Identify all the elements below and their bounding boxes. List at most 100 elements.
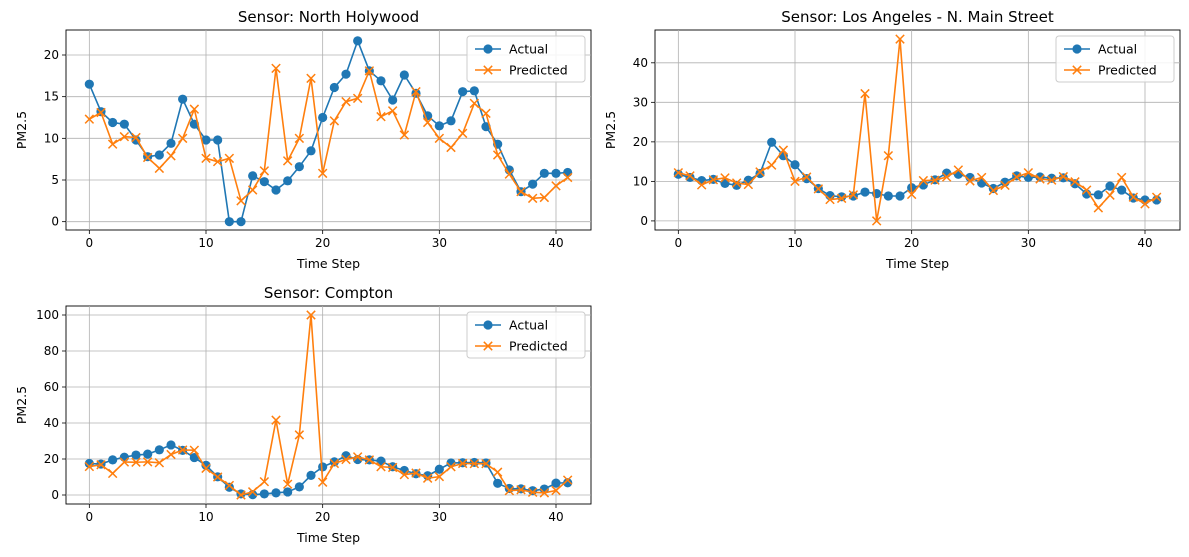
actual-data-point	[1058, 173, 1068, 183]
actual-data-point	[119, 119, 129, 129]
predicted-data-point	[848, 190, 859, 200]
actual-data-point	[189, 452, 199, 463]
actual-data-point	[166, 440, 176, 450]
actual-data-point	[528, 179, 538, 189]
actual-data-point	[271, 185, 281, 195]
predicted-data-point	[131, 457, 141, 467]
predicted-data-point	[1140, 199, 1150, 209]
series-lines	[84, 36, 573, 227]
actual-data-point	[283, 487, 293, 497]
y-tick-label: 60	[44, 380, 59, 394]
plot-area	[65, 305, 592, 505]
predicted-data-point	[329, 458, 340, 469]
predicted-data-point	[224, 153, 235, 164]
predicted-data-point	[282, 156, 293, 166]
predicted-data-point	[422, 473, 433, 483]
predicted-data-point	[539, 192, 550, 203]
actual-data-point	[248, 171, 258, 181]
predicted-data-point	[166, 151, 176, 161]
x-tick-label: 20	[904, 236, 919, 250]
actual-data-point	[388, 95, 398, 105]
predicted-data-point	[341, 96, 351, 107]
chart-north-holywood: 0 10 20 30 40 0 5 10 15 20 Sensor: North Holywood…	[14, 8, 592, 271]
actual-data-point	[539, 168, 549, 178]
predicted-data-point	[1023, 167, 1034, 178]
predicted-data-point	[836, 193, 847, 204]
predicted-data-point	[492, 467, 503, 477]
x-tick-label: 10	[198, 510, 213, 524]
chart-title: Sensor: Compton	[264, 284, 393, 302]
predicted-data-point	[119, 457, 130, 467]
x-axis-label: Time Step	[885, 256, 949, 271]
predicted-data-point	[860, 88, 870, 99]
predicted-data-point	[1000, 180, 1010, 191]
predicted-data-point	[306, 310, 316, 320]
predicted-data-point	[469, 98, 480, 109]
predicted-data-point	[953, 165, 964, 175]
predicted-data-point	[411, 86, 421, 97]
predicted-data-point	[154, 163, 165, 174]
predicted-series-line	[88, 67, 569, 202]
predicted-data-point	[189, 445, 200, 455]
predicted-data-point	[516, 485, 526, 495]
predicted-data-point	[446, 462, 456, 472]
plot-area	[65, 29, 592, 231]
predicted-data-point	[236, 490, 246, 500]
y-axis-label: PM2.5	[14, 386, 29, 424]
actual-data-point	[790, 160, 800, 170]
actual-data-point	[493, 478, 503, 488]
legend-actual-label: Actual	[1098, 42, 1137, 57]
predicted-data-point	[236, 196, 246, 206]
legend-predicted-marker	[475, 341, 501, 351]
y-tick-label: 100	[36, 308, 59, 322]
tick-labels: 0 10 20 30 40 0 5 10 15 20	[44, 48, 564, 250]
y-tick-label: 15	[44, 90, 59, 104]
x-tick-label: 40	[548, 236, 563, 250]
actual-data-point	[283, 176, 293, 186]
actual-data-point	[259, 489, 269, 499]
predicted-data-point	[177, 445, 188, 455]
actual-data-point	[236, 217, 246, 227]
predicted-data-point	[481, 108, 491, 119]
predicted-data-point	[271, 415, 281, 425]
series-lines	[673, 34, 1162, 226]
predicted-data-point	[813, 184, 824, 194]
predicted-data-point	[142, 457, 153, 467]
predicted-data-point	[685, 171, 695, 181]
predicted-data-point	[422, 117, 433, 128]
x-tick-label: 0	[86, 236, 94, 250]
actual-data-point	[224, 217, 234, 227]
x-tick-label: 20	[315, 236, 330, 250]
predicted-data-point	[1128, 192, 1139, 202]
predicted-data-point	[329, 116, 340, 126]
predicted-data-point	[376, 462, 386, 472]
predicted-data-point	[883, 150, 894, 161]
y-axis-label: PM2.5	[14, 111, 29, 149]
legend-predicted-label: Predicted	[509, 339, 568, 354]
x-tick-label: 40	[1137, 236, 1152, 250]
predicted-data-point	[527, 193, 538, 204]
actual-data-point	[178, 94, 188, 104]
x-tick-label: 30	[432, 236, 447, 250]
actual-data-point	[224, 482, 234, 492]
predicted-data-point	[84, 114, 95, 124]
tick-labels: 0 10 20 30 40 0 20 40 60 80 100	[36, 308, 564, 524]
x-tick-label: 10	[787, 236, 802, 250]
predicted-data-point	[376, 111, 386, 122]
predicted-data-point	[1046, 175, 1057, 185]
actual-data-point	[673, 169, 683, 179]
predicted-data-point	[941, 172, 952, 182]
x-tick-label: 30	[1021, 236, 1036, 250]
predicted-data-point	[364, 66, 375, 76]
predicted-data-point	[755, 167, 765, 177]
legend-actual-marker	[1064, 44, 1090, 54]
predicted-data-point	[1070, 177, 1080, 187]
actual-data-point	[329, 457, 339, 467]
predicted-data-point	[504, 169, 515, 179]
predicted-data-point	[399, 469, 410, 480]
y-tick-label: 0	[51, 488, 59, 502]
actual-data-point	[353, 36, 363, 46]
actual-data-point	[294, 482, 304, 492]
y-tick-label: 0	[51, 215, 59, 229]
x-tick-label: 0	[86, 510, 94, 524]
